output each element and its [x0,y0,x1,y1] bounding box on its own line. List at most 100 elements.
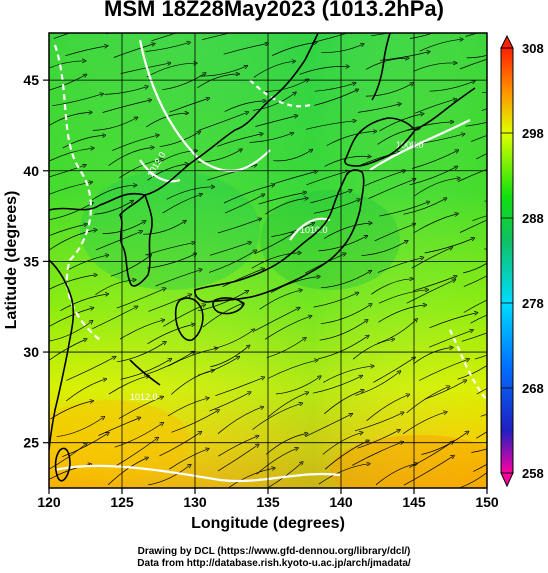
streamline [119,320,163,340]
streamline [271,223,313,237]
streamline [360,152,399,166]
streamline [253,61,294,78]
streamline [314,90,357,106]
streamline [265,434,306,455]
y-tick-label: 40 [23,163,39,179]
streamline [108,148,153,166]
streamline [472,215,487,222]
streamline [265,198,306,215]
streamline [429,81,474,92]
streamline [202,33,232,41]
streamline [217,219,260,234]
streamline [119,159,161,179]
streamline [270,277,319,293]
streamline [115,438,158,467]
streamline [169,449,207,470]
streamline [411,151,457,169]
streamline [409,167,456,186]
x-axis: 120 125 130 135 140 145 150 [37,488,499,510]
streamline [368,179,415,199]
streamline [208,251,255,273]
streamline [215,378,263,397]
colorbar: 308 298 288 278 268 258 [500,34,544,488]
asia-coast [49,33,319,211]
streamline [49,275,96,290]
streamline [143,352,193,376]
x-tick-label: 120 [37,494,61,510]
streamline [429,313,477,329]
colorbar-tick-label: 308 [522,41,544,56]
streamline [91,185,135,201]
streamline [272,43,315,56]
streamline [167,398,208,417]
streamline [56,418,103,438]
kyushu [174,297,204,342]
streamline [323,366,372,383]
streamline [60,294,107,312]
streamline [53,33,71,39]
streamline [166,187,213,200]
streamline [403,199,445,215]
streamline [266,463,302,488]
streamline [374,224,414,242]
streamline [409,442,452,468]
contour-label: 1010.0 [300,225,328,235]
streamline [429,330,472,348]
streamline [306,171,348,186]
streamline [120,63,170,74]
streamline [406,122,452,131]
streamline [318,336,368,360]
streamline [463,299,487,313]
streamline [463,275,487,287]
streamline [120,359,171,380]
streamline [473,463,487,472]
streamline [461,332,487,342]
streamline [218,436,257,457]
streamline [355,372,399,396]
streamline [159,132,200,148]
streamline [170,370,213,395]
streamline [110,256,150,277]
kuril-islands [414,87,476,131]
y-tick-label: 25 [23,435,39,451]
streamline [403,456,453,486]
streamline [217,134,261,147]
streamline [116,342,165,363]
streamline [414,214,456,233]
streamline [471,448,487,453]
streamline [113,44,154,58]
streamline [320,271,370,289]
streamline [252,93,295,111]
streamline [481,108,487,112]
streamline [411,248,451,269]
streamline [252,404,302,430]
colorbar-tick-label: 268 [522,381,544,396]
streamline [93,201,132,215]
streamline [318,464,369,485]
y-tick-label: 35 [23,253,39,269]
streamline [224,101,265,112]
streamline [324,391,362,415]
streamline [412,348,451,365]
coastlines [49,33,476,482]
streamline [406,280,455,304]
honshu [194,169,365,303]
streamline [224,195,263,214]
streamline [354,413,402,432]
streamline [49,148,92,162]
streamline [480,413,487,417]
colorbar-upper-arrow [500,34,514,49]
streamline [249,133,293,143]
streamline [92,307,136,330]
streamline [310,191,351,204]
streamline [366,395,408,421]
streamline [305,121,355,130]
streamline [266,339,305,359]
streamline [413,277,455,292]
streamline [419,39,462,52]
streamline [159,432,200,457]
streamline [143,221,185,235]
streamline [324,156,370,167]
streamline [62,135,104,149]
streamline [155,270,201,287]
